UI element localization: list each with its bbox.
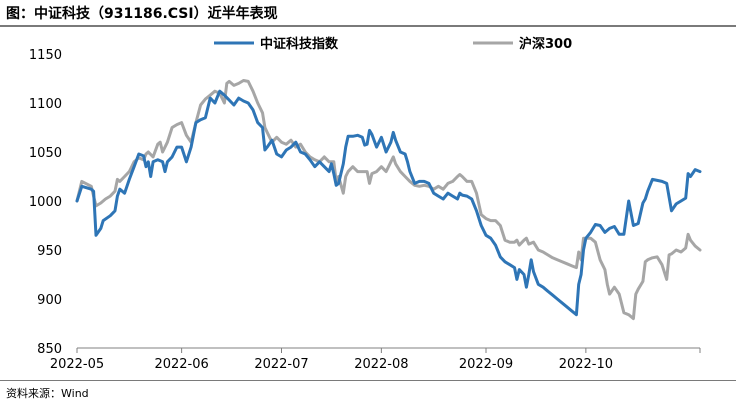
y-axis: 850 900 950 1000 1050 1100 1150 (29, 48, 62, 357)
source-note: 资料来源：Wind (6, 387, 89, 400)
x-axis: 2022-05 2022-06 2022-07 2022-08 2022-09 2022-… (50, 347, 701, 372)
line-chart: 中证科技指数 沪深300 850 900 950 1000 1050 1100 1150 20… (29, 36, 702, 372)
footer-divider (0, 380, 736, 381)
series-group (75, 79, 702, 321)
y-tick-label: 1000 (29, 195, 62, 210)
figure-title: 图：中证科技（931186.CSI）近半年表现 (6, 6, 278, 22)
series-line-tech-index (75, 89, 702, 317)
x-tick-label: 2022-07 (254, 357, 308, 372)
legend-label: 沪深300 (519, 36, 572, 52)
legend: 中证科技指数 沪深300 (214, 36, 572, 52)
x-tick-label: 2022-06 (154, 357, 208, 372)
x-tick-label: 2022-10 (559, 357, 613, 372)
x-tick-label: 2022-09 (459, 357, 513, 372)
x-tick-label: 2022-05 (50, 357, 104, 372)
title-divider (0, 25, 736, 27)
y-tick-label: 850 (37, 342, 62, 357)
y-tick-label: 1150 (29, 48, 62, 63)
y-tick-label: 1050 (29, 146, 62, 161)
y-tick-label: 900 (37, 293, 62, 308)
x-tick-label: 2022-08 (354, 357, 408, 372)
y-tick-label: 950 (37, 244, 62, 259)
legend-label: 中证科技指数 (260, 36, 339, 52)
y-tick-label: 1100 (29, 97, 62, 112)
series-line-csi300 (75, 79, 702, 321)
